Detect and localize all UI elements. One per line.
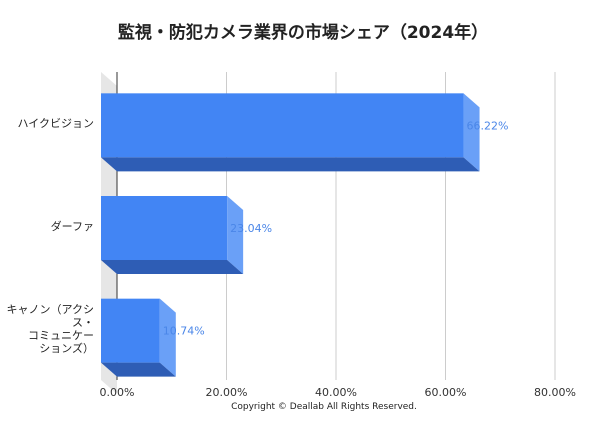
bar-side bbox=[159, 298, 176, 377]
bar-side bbox=[227, 196, 244, 274]
category-label: ハイクビジョン bbox=[0, 117, 94, 130]
category-label-line: ダーファ bbox=[50, 219, 94, 233]
category-label-line: キャノン（アクシ bbox=[6, 302, 94, 316]
category-label: キャノン（アクシ ス・ コミュニケー ションズ） bbox=[0, 303, 94, 355]
bar-bottom bbox=[101, 157, 480, 172]
copyright-text: Copyright © Deallab All Rights Reserved. bbox=[231, 402, 417, 412]
bar-bottom bbox=[101, 260, 244, 274]
bar-front bbox=[101, 93, 464, 158]
category-label-line: コミュニケー bbox=[28, 328, 94, 342]
bar-side bbox=[463, 93, 480, 172]
category-label-line: ス・ bbox=[72, 315, 94, 329]
x-tick-label: 40.00% bbox=[315, 386, 357, 399]
value-label: 23.04% bbox=[230, 222, 272, 235]
x-tick-label: 80.00% bbox=[534, 386, 576, 399]
category-label-line: ションズ） bbox=[39, 341, 94, 355]
bar-front bbox=[101, 196, 228, 260]
x-tick-label: 60.00% bbox=[424, 386, 467, 399]
category-label: ダーファ bbox=[0, 220, 94, 233]
chart-title: 監視・防犯カメラ業界の市場シェア（2024年） bbox=[117, 23, 489, 43]
x-tick-label: 0.00% bbox=[99, 386, 135, 399]
x-tick-label: 20.00% bbox=[205, 386, 248, 399]
value-label: 66.22% bbox=[467, 119, 509, 132]
value-label: 10.74% bbox=[163, 325, 205, 338]
bar-bottom bbox=[101, 362, 176, 377]
category-label-line: ハイクビジョン bbox=[17, 116, 94, 130]
bar-front bbox=[101, 298, 160, 363]
